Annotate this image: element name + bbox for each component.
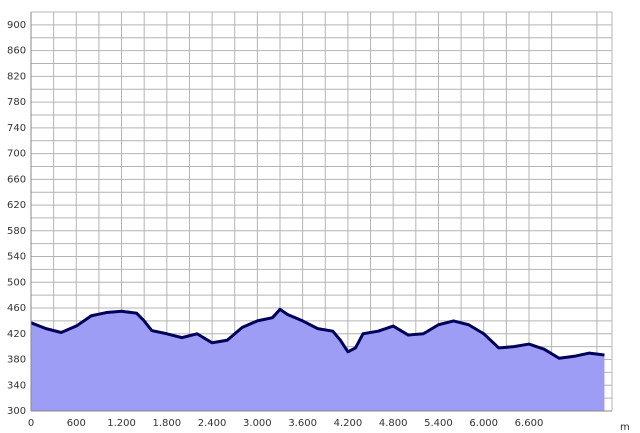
x-tick-label: 4.200 bbox=[334, 418, 363, 429]
y-tick-label: 900 bbox=[7, 20, 26, 31]
y-tick-label: 540 bbox=[7, 252, 26, 263]
y-tick-label: 500 bbox=[7, 277, 26, 288]
x-tick-label: 5.400 bbox=[424, 418, 453, 429]
y-tick-label: 340 bbox=[7, 380, 26, 391]
y-tick-label: 300 bbox=[7, 406, 26, 417]
x-tick-label: 1.200 bbox=[107, 418, 136, 429]
y-tick-label: 700 bbox=[7, 149, 26, 160]
y-tick-label: 380 bbox=[7, 355, 26, 366]
x-tick-label: 1.800 bbox=[152, 418, 181, 429]
x-tick-label: 6.000 bbox=[469, 418, 498, 429]
y-tick-label: 820 bbox=[7, 71, 26, 82]
line bbox=[30, 307, 605, 360]
x-tick-label: 2.400 bbox=[198, 418, 227, 429]
y-tick-label: 460 bbox=[7, 303, 26, 314]
x-tick-label: 6.600 bbox=[515, 418, 544, 429]
x-tick-label: 600 bbox=[67, 418, 86, 429]
y-tick-label: 860 bbox=[7, 46, 26, 57]
x-tick-label: 3.600 bbox=[288, 418, 317, 429]
y-tick-label: 740 bbox=[7, 123, 26, 134]
y-tick-label: 580 bbox=[7, 226, 26, 237]
x-tick-label: 4.800 bbox=[379, 418, 408, 429]
area bbox=[31, 309, 605, 411]
x-unit: m bbox=[620, 422, 630, 433]
x-tick-label: 3.000 bbox=[243, 418, 272, 429]
y-tick-label: 660 bbox=[7, 174, 26, 185]
x-tick-label: 0 bbox=[28, 418, 34, 429]
y-tick-label: 420 bbox=[7, 329, 26, 340]
y-tick-label: 620 bbox=[7, 200, 26, 211]
y-tick-label: 780 bbox=[7, 97, 26, 108]
